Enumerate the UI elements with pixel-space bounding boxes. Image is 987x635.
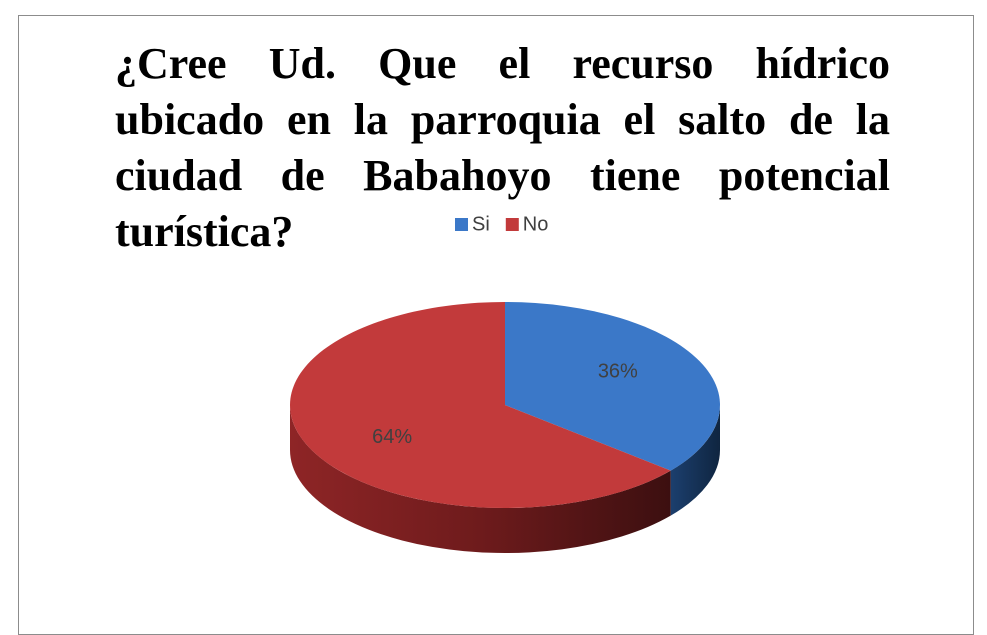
pie-slice xyxy=(289,302,671,508)
pie-side xyxy=(670,405,720,516)
legend-label: No xyxy=(523,213,549,235)
pie-side xyxy=(290,405,671,553)
data-label: 36% xyxy=(598,360,638,382)
pie-slice xyxy=(505,302,720,471)
page: ¿Cree Ud. Que el recurso hídrico ubicado… xyxy=(18,15,974,635)
legend-swatch xyxy=(455,218,468,231)
legend-label: Si xyxy=(472,213,490,235)
data-label: 64% xyxy=(372,426,412,448)
legend-swatch xyxy=(505,218,519,231)
chart-title: ¿Cree Ud. Que el recurso hídrico ubicado… xyxy=(115,39,890,256)
chart: Si No 36% 64% xyxy=(289,213,720,553)
